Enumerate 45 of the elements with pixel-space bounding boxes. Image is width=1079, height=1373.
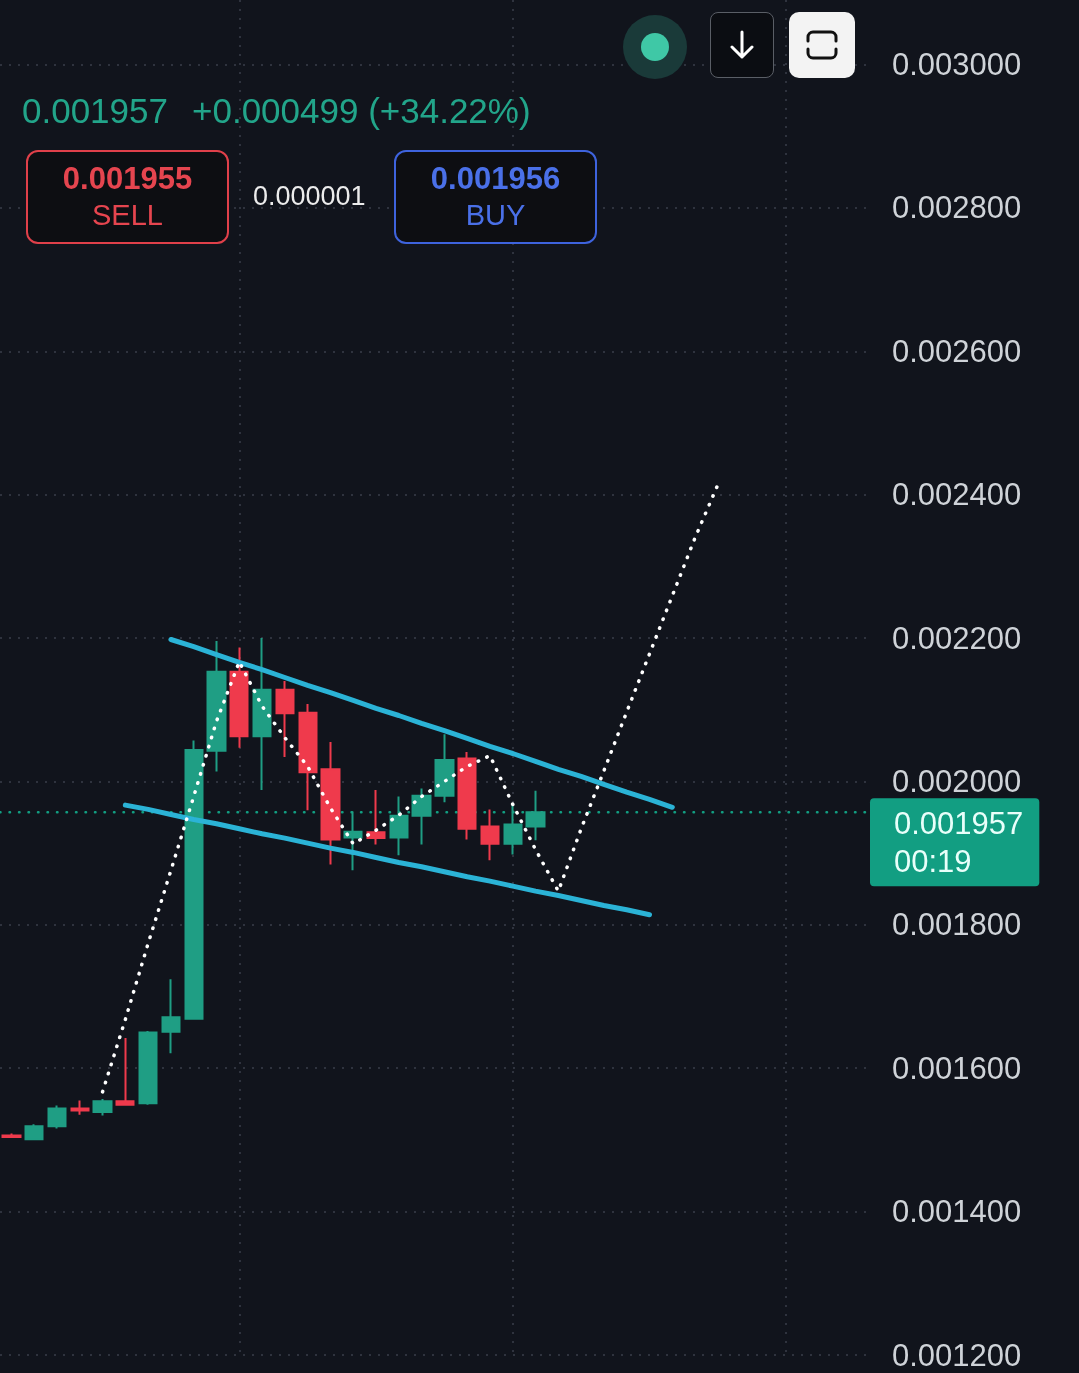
candlestick xyxy=(229,646,249,749)
candlestick xyxy=(206,639,227,773)
annotation: 0.000001 xyxy=(253,180,366,212)
y-tick-label: 0.001600 xyxy=(892,1050,1022,1086)
y-tick-label: 0.003000 xyxy=(892,47,1022,83)
candlestick xyxy=(1,1132,22,1139)
annotation: 0.001957 xyxy=(22,91,168,131)
candlestick xyxy=(298,703,318,812)
candlestick xyxy=(275,680,295,759)
y-tick-label: 0.002000 xyxy=(892,763,1022,799)
candlestick xyxy=(47,1104,67,1130)
y-tick-label: 0.002600 xyxy=(892,333,1022,369)
annotation: +0.000499 (+34.22%) xyxy=(192,91,531,131)
candlestick xyxy=(366,789,386,846)
y-tick-label: 0.001800 xyxy=(892,907,1022,943)
candlestick xyxy=(525,789,546,842)
candlestick xyxy=(411,787,432,846)
buy-button: 0.001956 BUY xyxy=(394,150,597,244)
sell-button: 0.001955 SELL xyxy=(26,150,229,244)
candlestick xyxy=(24,1123,44,1141)
candlestick xyxy=(389,795,409,857)
candlestick xyxy=(457,751,477,841)
candlestick xyxy=(161,978,181,1055)
candlestick xyxy=(434,733,455,804)
y-tick-label: 0.002200 xyxy=(892,620,1022,656)
line-series xyxy=(100,482,720,1094)
y-tick-label: 0.002400 xyxy=(892,477,1022,513)
candlestick xyxy=(115,1037,135,1107)
y-tick-label: 0.001200 xyxy=(892,1337,1022,1373)
y-tick-label: 0.001400 xyxy=(892,1194,1022,1230)
candlestick xyxy=(138,1029,158,1106)
candlestick xyxy=(343,810,363,872)
candlestick xyxy=(480,808,500,862)
annotation: 0.001955 xyxy=(62,161,193,197)
candlestick xyxy=(70,1099,90,1116)
annotation: SELL xyxy=(92,198,163,233)
annotation: 0.001956 xyxy=(430,161,561,197)
ref-line-label: 0.001957 00:19 xyxy=(894,805,1024,879)
candlestick xyxy=(92,1098,113,1117)
y-tick-label: 0.002800 xyxy=(892,190,1022,226)
candlestick xyxy=(252,637,272,792)
candlestick xyxy=(503,803,523,856)
candlestick xyxy=(320,741,341,866)
annotation: BUY xyxy=(465,198,526,233)
candlestick xyxy=(184,739,204,1021)
